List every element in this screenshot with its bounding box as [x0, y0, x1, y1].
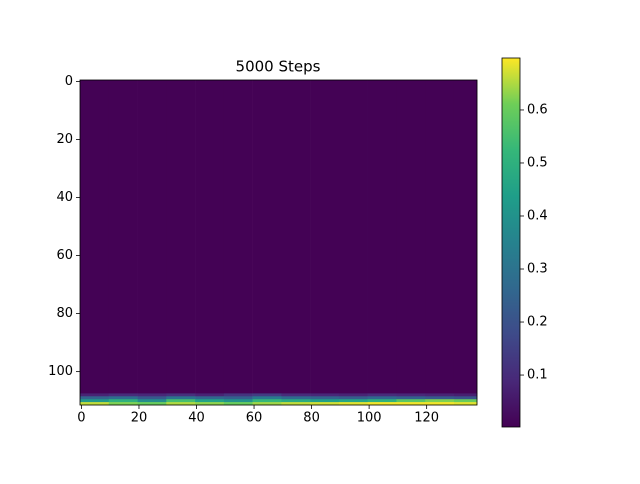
- x-tick-label: 120: [414, 411, 439, 426]
- heatmap-cell: [252, 402, 282, 406]
- heatmap-cell: [425, 399, 455, 403]
- heatmap-cell: [310, 393, 340, 397]
- heatmap-cell: [396, 80, 426, 394]
- heatmap-cell: [310, 396, 340, 400]
- heatmap-cell: [195, 80, 225, 394]
- heatmap-cell: [281, 399, 311, 403]
- axes-frame: [79, 79, 478, 406]
- heatmap-cell: [137, 396, 167, 400]
- heatmap-cell: [453, 80, 478, 394]
- heatmap-cell: [80, 402, 110, 406]
- heatmap-cell: [338, 399, 368, 403]
- heatmap-cell: [137, 399, 167, 403]
- heatmap-cell: [338, 80, 368, 394]
- heatmap-cell: [396, 399, 426, 403]
- y-tick-label: 100: [48, 364, 73, 379]
- heatmap-cell: [223, 396, 253, 400]
- colorbar-tick-label: 0.5: [527, 155, 548, 170]
- colorbar-tick-label: 0.4: [527, 208, 548, 223]
- heatmap-cell: [310, 402, 340, 406]
- heatmap-cell: [310, 80, 340, 394]
- y-tick-label: 40: [56, 190, 73, 205]
- heatmap-cell: [396, 396, 426, 400]
- heatmap-cell: [166, 80, 196, 394]
- heatmap-cell: [166, 393, 196, 397]
- x-tick-label: 80: [303, 411, 320, 426]
- colorbar-tick-label: 0.6: [527, 102, 548, 117]
- colorbar-tick-label: 0.1: [527, 368, 548, 383]
- heatmap-cell: [223, 402, 253, 406]
- y-tick-label: 80: [56, 306, 73, 321]
- heatmap-cell: [80, 80, 110, 394]
- heatmap-cell: [252, 393, 282, 397]
- heatmap-cell: [223, 399, 253, 403]
- x-tick-label: 40: [188, 411, 205, 426]
- heatmap-cell: [252, 399, 282, 403]
- heatmap-cell: [453, 402, 478, 406]
- heatmap-cell: [425, 402, 455, 406]
- heatmap-cell: [367, 396, 397, 400]
- heatmap-cell: [166, 399, 196, 403]
- heatmap-cell: [195, 399, 225, 403]
- heatmap-cell: [281, 80, 311, 394]
- heatmap-cell: [396, 402, 426, 406]
- heatmap-cell: [338, 393, 368, 397]
- heatmap-cell: [223, 393, 253, 397]
- colorbar-tick-label: 0.2: [527, 315, 548, 330]
- heatmap-cell: [425, 393, 455, 397]
- heatmap-cell: [195, 402, 225, 406]
- x-tick-label: 60: [246, 411, 263, 426]
- heatmap-cell: [367, 80, 397, 394]
- heatmap-cell: [108, 399, 138, 403]
- y-tick-label: 0: [65, 74, 73, 89]
- heatmap-cell: [108, 80, 138, 394]
- heatmap-cell: [80, 393, 110, 397]
- heatmap-cell: [252, 80, 282, 394]
- heatmap-cell: [338, 396, 368, 400]
- heatmap-cell: [80, 396, 110, 400]
- heatmap-cell: [453, 393, 478, 397]
- x-tick-label: 20: [131, 411, 148, 426]
- heatmap-cell: [108, 393, 138, 397]
- heatmap: [80, 80, 478, 406]
- heatmap-cell: [367, 402, 397, 406]
- heatmap-cell: [396, 393, 426, 397]
- heatmap-cell: [281, 402, 311, 406]
- x-tick-label: 100: [357, 411, 382, 426]
- heatmap-cell: [338, 402, 368, 406]
- colorbar-tick-label: 0.3: [527, 262, 548, 277]
- heatmap-cell: [137, 80, 167, 394]
- heatmap-cell: [425, 80, 455, 394]
- heatmap-cell: [80, 399, 110, 403]
- heatmap-cell: [281, 393, 311, 397]
- heatmap-cell: [310, 399, 340, 403]
- x-tick-label: 0: [77, 411, 85, 426]
- heatmap-cell: [252, 396, 282, 400]
- heatmap-cell: [137, 402, 167, 406]
- heatmap-cell: [367, 399, 397, 403]
- colorbar: [501, 57, 521, 428]
- y-tick-label: 60: [56, 248, 73, 263]
- heatmap-cell: [195, 396, 225, 400]
- heatmap-cell: [367, 393, 397, 397]
- y-tick-label: 20: [56, 132, 73, 147]
- heatmap-cell: [425, 396, 455, 400]
- heatmap-cell: [281, 396, 311, 400]
- heatmap-cell: [108, 396, 138, 400]
- heatmap-cell: [108, 402, 138, 406]
- heatmap-cell: [137, 393, 167, 397]
- heatmap-cell: [453, 399, 478, 403]
- heatmap-cell: [453, 396, 478, 400]
- heatmap-cell: [223, 80, 253, 394]
- chart-title: 5000 Steps: [236, 58, 321, 76]
- heatmap-cell: [166, 402, 196, 406]
- heatmap-cell: [195, 393, 225, 397]
- heatmap-cell: [166, 396, 196, 400]
